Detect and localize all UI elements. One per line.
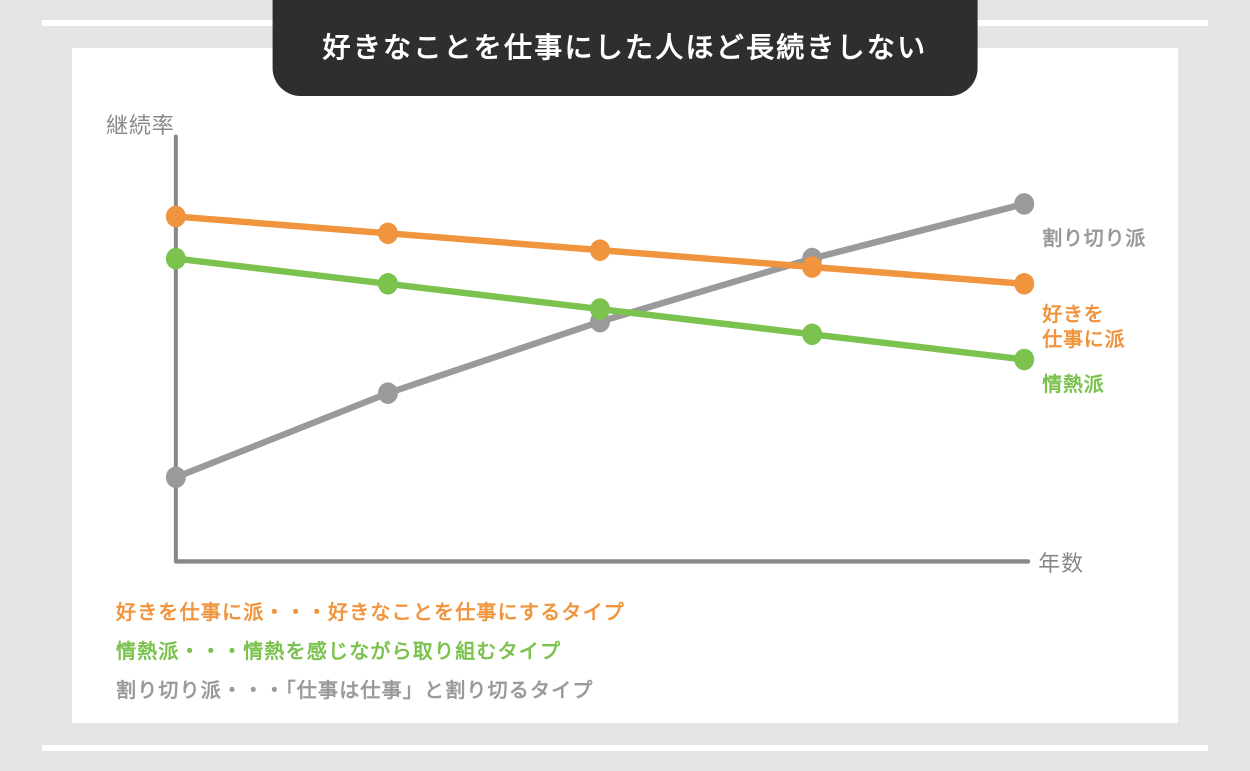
chart-panel: 好きなことを仕事にした人ほど長続きしない 継続率 年数 好きを仕事に派・・・好き… bbox=[72, 48, 1178, 723]
series-marker-jonetsu bbox=[378, 273, 398, 295]
chart-title: 好きなことを仕事にした人ほど長続きしない bbox=[273, 0, 978, 96]
series-marker-suki bbox=[590, 239, 610, 261]
bottom-decorative-bar bbox=[42, 745, 1208, 751]
legend-item-warikiri: 割り切り派・・・「仕事は仕事」と割り切るタイプ bbox=[116, 674, 625, 703]
series-marker-jonetsu bbox=[590, 298, 610, 320]
x-axis-label: 年数 bbox=[1038, 546, 1084, 578]
series-end-label-warikiri: 割り切り派 bbox=[1042, 227, 1146, 252]
series-end-label-suki: 好きを仕事に派 bbox=[1042, 303, 1125, 353]
series-marker-warikiri bbox=[378, 382, 398, 404]
series-marker-suki bbox=[166, 206, 186, 228]
legend-item-suki: 好きを仕事に派・・・好きなことを仕事にするタイプ bbox=[116, 596, 625, 625]
series-marker-jonetsu bbox=[1014, 349, 1034, 371]
series-marker-warikiri bbox=[1014, 193, 1034, 215]
legend: 好きを仕事に派・・・好きなことを仕事にするタイプ 情熱派・・・情熱を感じながら取… bbox=[116, 596, 625, 703]
series-marker-jonetsu bbox=[166, 248, 186, 270]
series-marker-suki bbox=[378, 223, 398, 245]
chart-area bbox=[106, 130, 1144, 583]
series-marker-suki bbox=[802, 256, 822, 278]
series-marker-suki bbox=[1014, 273, 1034, 295]
series-marker-warikiri bbox=[166, 467, 186, 489]
series-marker-jonetsu bbox=[802, 323, 822, 345]
series-end-label-jonetsu: 情熱派 bbox=[1042, 373, 1104, 398]
line-chart-svg bbox=[106, 130, 1144, 583]
legend-item-jonetsu: 情熱派・・・情熱を感じながら取り組むタイプ bbox=[116, 635, 625, 664]
